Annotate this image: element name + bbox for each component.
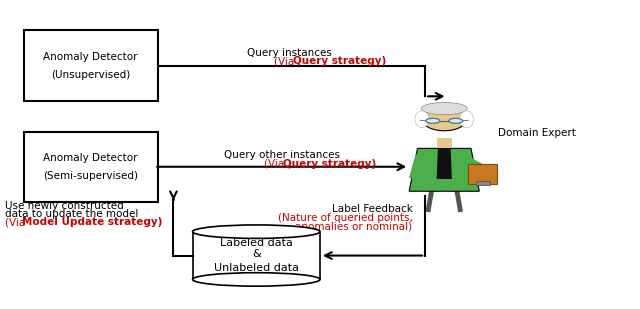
Text: (Via: (Via [274, 56, 298, 66]
Text: (Via: (Via [4, 218, 28, 227]
Ellipse shape [422, 108, 467, 131]
Text: Query strategy): Query strategy) [293, 56, 386, 66]
Ellipse shape [426, 118, 440, 123]
Ellipse shape [421, 103, 467, 115]
Text: Anomaly Detector: Anomaly Detector [44, 153, 138, 163]
Text: (Unsupervised): (Unsupervised) [51, 70, 130, 80]
Ellipse shape [460, 111, 474, 128]
Text: Labeled data: Labeled data [220, 238, 292, 248]
Polygon shape [409, 148, 479, 191]
Text: Domain Expert: Domain Expert [499, 128, 576, 138]
FancyBboxPatch shape [24, 132, 157, 202]
Text: &: & [252, 249, 260, 259]
Text: Use newly constructed: Use newly constructed [4, 201, 124, 211]
Text: Unlabeled data: Unlabeled data [214, 263, 299, 273]
Text: (Nature of queried points,: (Nature of queried points, [278, 213, 412, 223]
Text: (Via: (Via [264, 159, 287, 169]
Bar [476, 181, 490, 184]
Bar [468, 164, 497, 184]
Text: Model Update strategy): Model Update strategy) [22, 218, 163, 227]
Text: Label Feedback: Label Feedback [332, 204, 412, 214]
Text: Anomaly Detector: Anomaly Detector [44, 52, 138, 61]
Ellipse shape [415, 111, 429, 128]
Text: Query other instances: Query other instances [224, 150, 340, 160]
FancyBboxPatch shape [24, 31, 157, 101]
Ellipse shape [193, 273, 320, 286]
Ellipse shape [449, 118, 463, 123]
Text: (Semi-supervised): (Semi-supervised) [43, 171, 138, 181]
Text: data to update the model: data to update the model [4, 209, 138, 219]
Text: Query strategy): Query strategy) [283, 159, 376, 169]
Text: anomalies or nominal): anomalies or nominal) [295, 222, 412, 232]
Ellipse shape [193, 225, 320, 239]
Text: Query instances: Query instances [247, 48, 332, 57]
Polygon shape [436, 148, 452, 179]
Bar [436, 138, 452, 148]
